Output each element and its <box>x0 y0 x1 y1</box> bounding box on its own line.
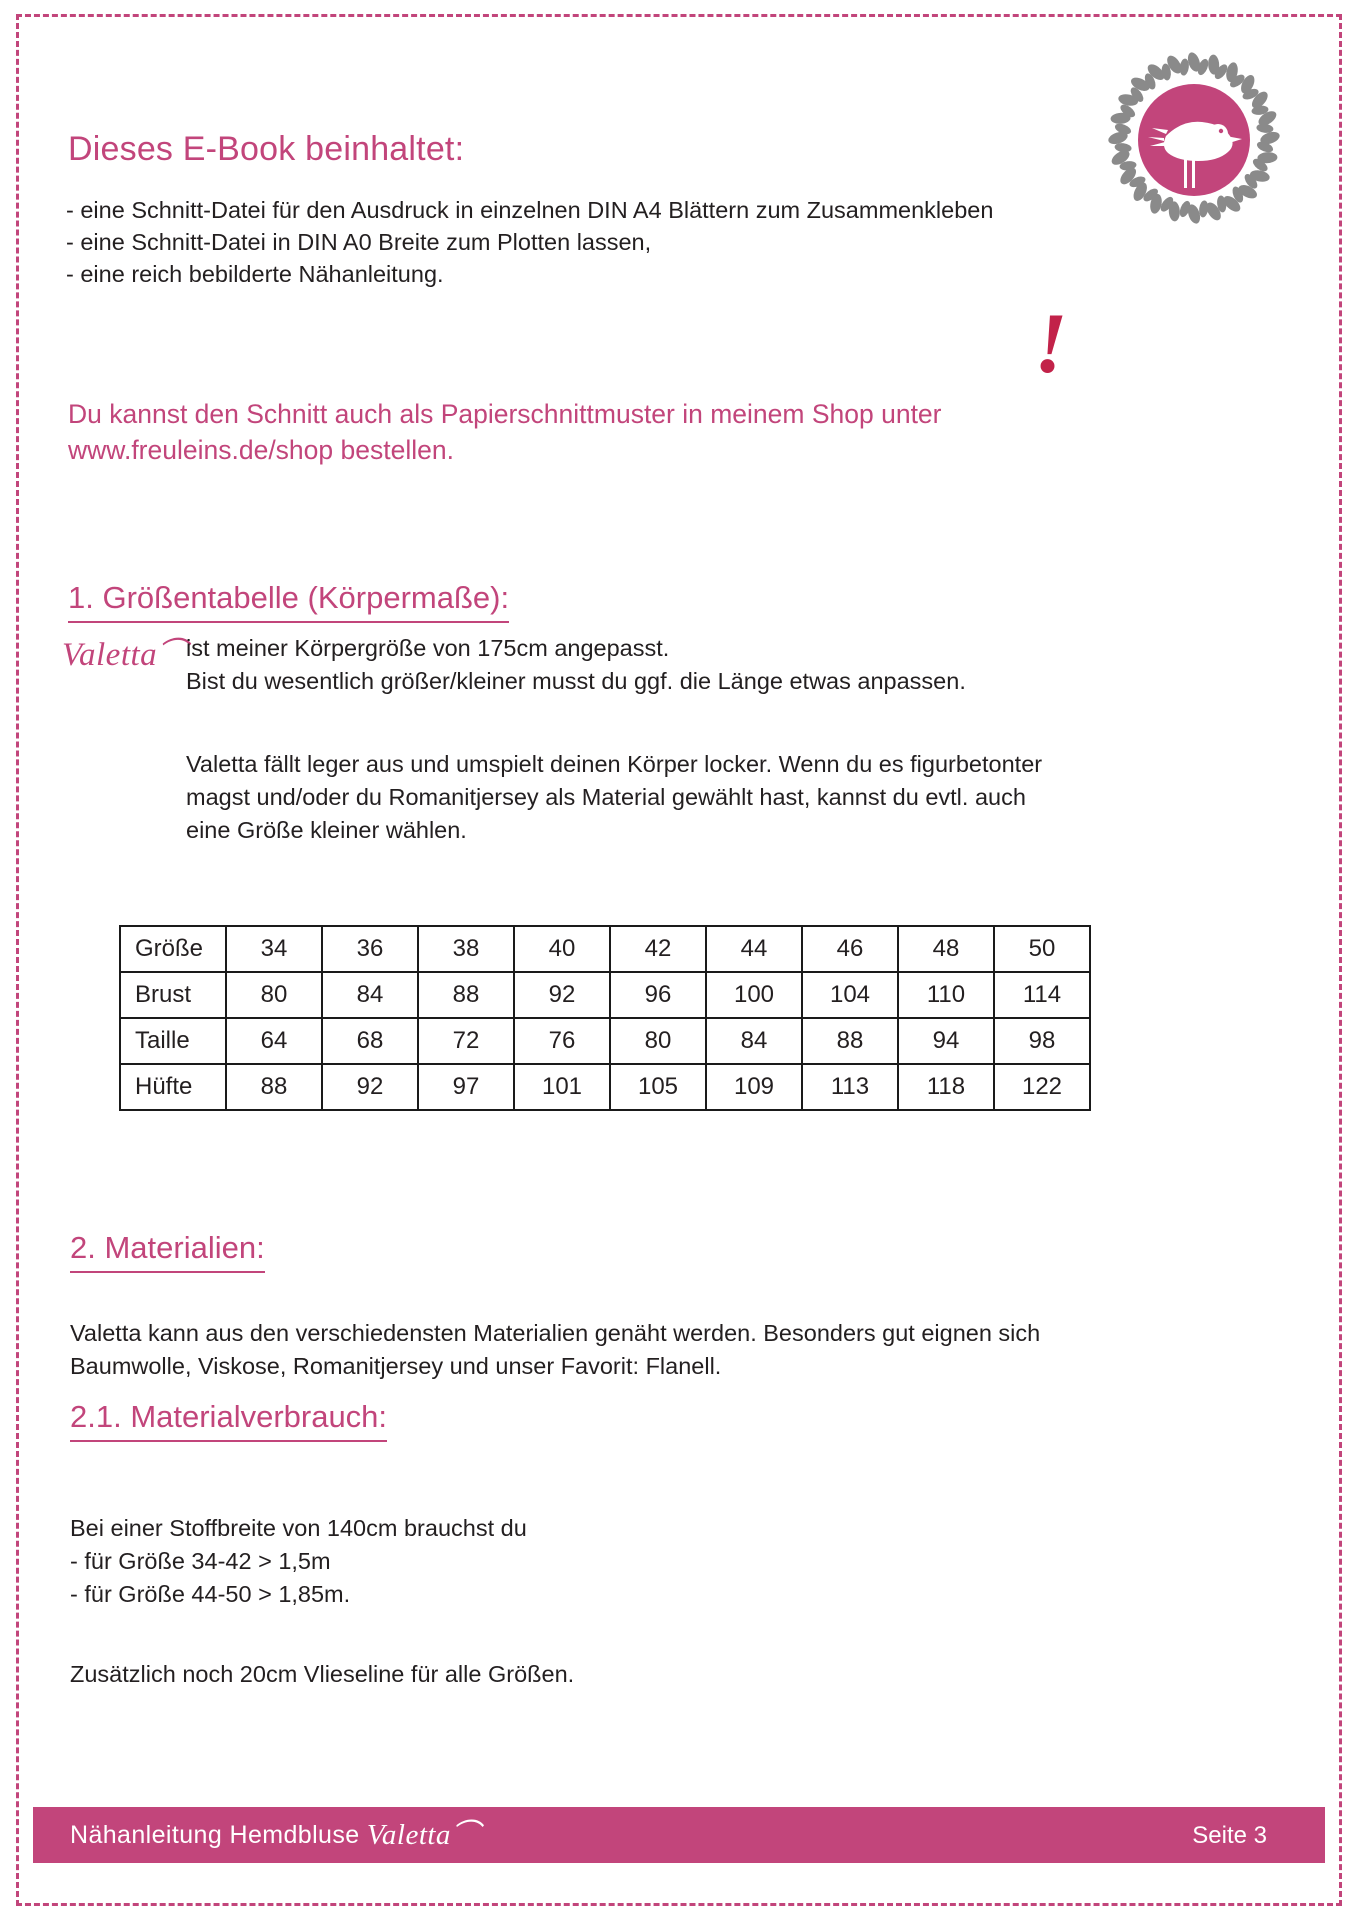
table-row: Größe 34 36 38 40 42 44 46 48 50 <box>119 925 1091 973</box>
ebook-contents-list: - eine Schnitt-Datei für den Ausdruck in… <box>66 197 994 287</box>
table-cell: 118 <box>897 1063 995 1111</box>
cut-note: Valetta fällt leger aus und umspielt dei… <box>186 751 1043 843</box>
table-cell: 64 <box>225 1017 323 1065</box>
materials-note: Valetta kann aus den verschiedensten Mat… <box>70 1320 1041 1379</box>
table-cell: 94 <box>897 1017 995 1065</box>
footer-valetta-swash-icon: ⌒ <box>450 1819 481 1851</box>
table-cell: 114 <box>993 971 1091 1019</box>
section-heading-materials: 2. Materialien: <box>70 1228 265 1273</box>
table-row-label: Brust <box>119 971 227 1019</box>
table-row: Taille 64 68 72 76 80 84 88 94 98 <box>119 1017 1091 1065</box>
shop-note: Du kannst den Schnitt auch als Papiersch… <box>68 399 942 465</box>
fit-note: ist meiner Körpergröße von 175cm angepas… <box>186 635 966 694</box>
table-cell: 42 <box>609 925 707 973</box>
table-cell: 88 <box>417 971 515 1019</box>
footer-valetta-script: Valetta <box>366 1819 451 1851</box>
table-cell: 84 <box>705 1017 803 1065</box>
table-row-label: Taille <box>119 1017 227 1065</box>
table-row-label: Größe <box>119 925 227 973</box>
table-cell: 38 <box>417 925 515 973</box>
table-row-label: Hüfte <box>119 1063 227 1111</box>
table-cell: 110 <box>897 971 995 1019</box>
table-cell: 113 <box>801 1063 899 1111</box>
table-cell: 105 <box>609 1063 707 1111</box>
consumption-note: Bei einer Stoffbreite von 140cm brauchst… <box>70 1515 527 1607</box>
table-cell: 84 <box>321 971 419 1019</box>
table-cell: 76 <box>513 1017 611 1065</box>
table-cell: 100 <box>705 971 803 1019</box>
size-table: Größe 34 36 38 40 42 44 46 48 50 Brust 8… <box>119 925 1091 1111</box>
table-cell: 92 <box>513 971 611 1019</box>
table-cell: 92 <box>321 1063 419 1111</box>
table-cell: 101 <box>513 1063 611 1111</box>
table-cell: 88 <box>801 1017 899 1065</box>
table-cell: 48 <box>897 925 995 973</box>
table-cell: 97 <box>417 1063 515 1111</box>
table-cell: 80 <box>609 1017 707 1065</box>
table-cell: 68 <box>321 1017 419 1065</box>
valetta-swash-icon: ⌒ <box>157 637 188 670</box>
valetta-script-word: Valetta <box>62 637 158 673</box>
footer-title: Nähanleitung Hemdbluse Valetta⌒ <box>70 1819 480 1851</box>
freuleins-bird-wreath-logo <box>1108 52 1280 224</box>
table-cell: 36 <box>321 925 419 973</box>
section-heading-size-table: 1. Größentabelle (Körpermaße): <box>68 578 510 623</box>
table-cell: 104 <box>801 971 899 1019</box>
table-cell: 98 <box>993 1017 1091 1065</box>
table-cell: 50 <box>993 925 1091 973</box>
page-number: Seite 3 <box>1192 1822 1267 1849</box>
table-cell: 72 <box>417 1017 515 1065</box>
table-cell: 80 <box>225 971 323 1019</box>
page-title: Dieses E-Book beinhaltet: <box>68 130 465 168</box>
table-cell: 46 <box>801 925 899 973</box>
page-footer: Nähanleitung Hemdbluse Valetta⌒ Seite 3 <box>33 1807 1325 1863</box>
table-cell: 40 <box>513 925 611 973</box>
table-cell: 34 <box>225 925 323 973</box>
table-cell: 122 <box>993 1063 1091 1111</box>
table-row: Hüfte 88 92 97 101 105 109 113 118 122 <box>119 1063 1091 1111</box>
table-row: Brust 80 84 88 92 96 100 104 110 114 <box>119 971 1091 1019</box>
table-cell: 44 <box>705 925 803 973</box>
section-heading-consumption: 2.1. Materialverbrauch: <box>70 1397 388 1442</box>
size-table-body: Größe 34 36 38 40 42 44 46 48 50 Brust 8… <box>119 925 1091 1111</box>
vlieseline-note: Zusätzlich noch 20cm Vlieseline für alle… <box>70 1661 575 1687</box>
footer-title-prefix: Nähanleitung Hemdbluse <box>70 1821 367 1849</box>
exclamation-mark-icon: ! <box>1034 295 1068 391</box>
table-cell: 96 <box>609 971 707 1019</box>
table-cell: 88 <box>225 1063 323 1111</box>
table-cell: 109 <box>705 1063 803 1111</box>
valetta-script-logo: Valetta⌒ <box>62 636 188 673</box>
